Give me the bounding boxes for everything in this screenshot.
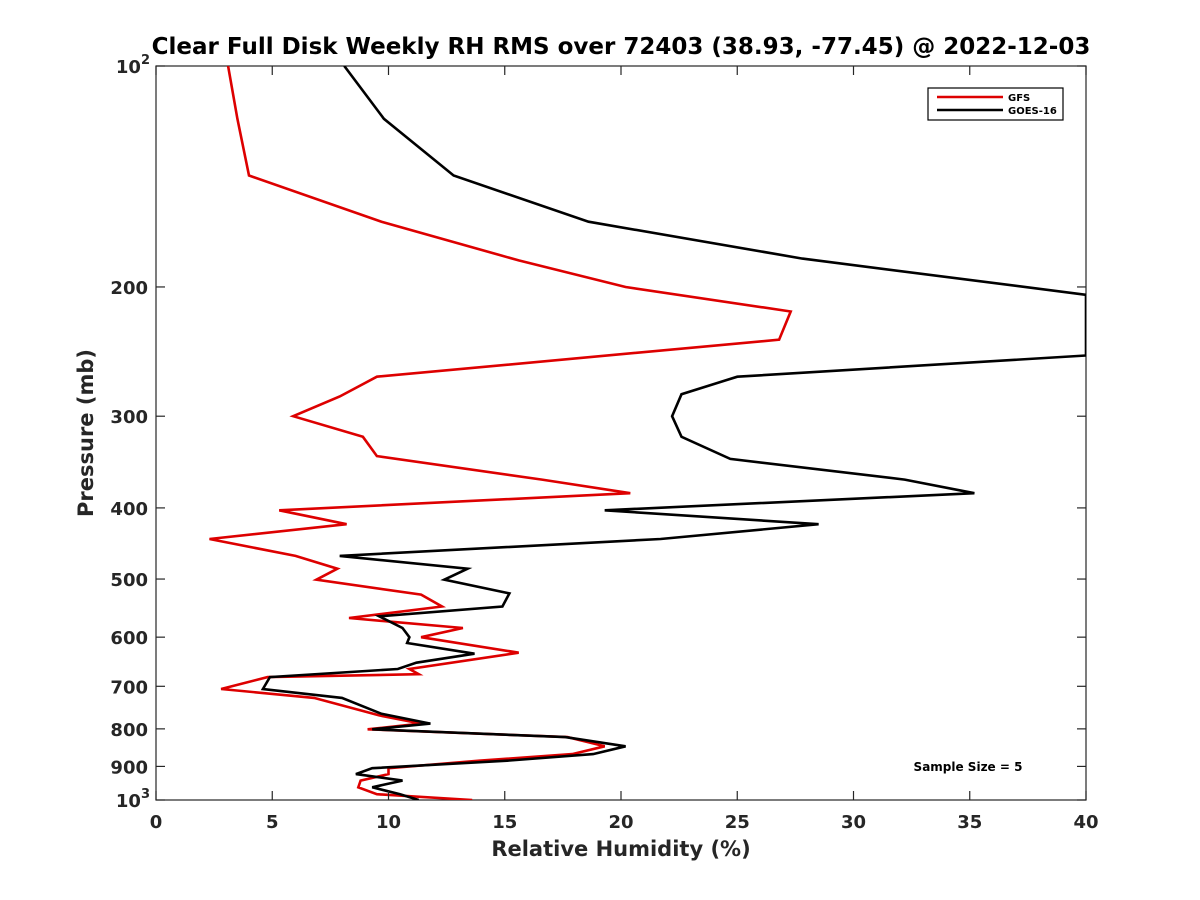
x-axis-ticks: 0 5 10 15 20 25 30 35 40 <box>150 66 1099 833</box>
x-tick-label: 5 <box>266 812 279 833</box>
x-tick-label: 35 <box>957 812 982 833</box>
y-tick-label: 700 <box>110 677 148 698</box>
x-axis-label: Relative Humidity (%) <box>491 837 750 861</box>
x-tick-label: 15 <box>492 812 517 833</box>
x-tick-label: 30 <box>841 812 866 833</box>
y-tick-label: 102 <box>116 53 150 78</box>
y-tick-label: 103 <box>116 787 150 812</box>
y-tick-label: 500 <box>110 570 148 591</box>
x-tick-label: 20 <box>608 812 633 833</box>
x-tick-label: 10 <box>376 812 401 833</box>
legend-label: GFS <box>1008 93 1030 104</box>
y-tick-label: 400 <box>110 499 148 520</box>
series-line-gfs <box>209 66 793 800</box>
sample-size-annotation: Sample Size = 5 <box>914 760 1023 774</box>
y-tick-base: 10 <box>116 57 141 78</box>
y-tick-base: 10 <box>116 791 141 812</box>
series-line-goes-16 <box>260 66 1086 800</box>
y-tick-exponent: 2 <box>141 53 150 68</box>
y-tick-label: 600 <box>110 628 148 649</box>
y-tick-label: 900 <box>110 757 148 778</box>
y-tick-label: 200 <box>110 278 148 299</box>
plot-area: 0 5 10 15 20 25 30 35 40 10220030040050060070080… <box>110 53 1098 833</box>
legend: GFS GOES-16 <box>927 87 1064 121</box>
x-tick-label: 25 <box>725 812 750 833</box>
y-tick-exponent: 3 <box>141 787 150 802</box>
series-layer <box>209 66 1086 800</box>
legend-label: GOES-16 <box>1008 106 1057 117</box>
x-tick-label: 0 <box>150 812 163 833</box>
y-tick-label: 300 <box>110 407 148 428</box>
chart-title: Clear Full Disk Weekly RH RMS over 72403… <box>152 34 1091 60</box>
plot-frame <box>155 65 1087 801</box>
y-tick-label: 800 <box>110 720 148 741</box>
x-tick-label: 40 <box>1073 812 1098 833</box>
legend-box <box>927 87 1064 121</box>
y-axis-label: Pressure (mb) <box>74 349 98 517</box>
